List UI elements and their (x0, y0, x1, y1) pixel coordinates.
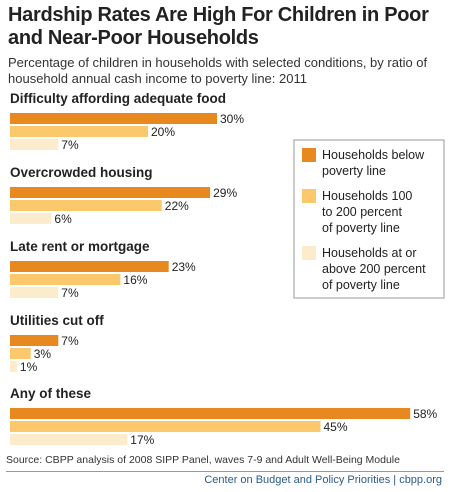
bar-late-rent-or-mortgage-series-3 (10, 287, 59, 298)
bar-overcrowded-housing-series-3 (10, 213, 52, 224)
chart-title: Hardship Rates Are High For Children in … (8, 4, 429, 49)
bar-utilities-cut-off-series-3 (10, 361, 17, 372)
category-label-any-of-these: Any of these (10, 386, 92, 401)
bar-any-of-these-series-3 (10, 434, 128, 445)
value-label-any-of-these-series-1: 58% (413, 407, 437, 421)
legend-label-series-2: Households 100 to 200 percent of poverty l… (322, 189, 412, 235)
bar-any-of-these-series-2 (10, 421, 321, 432)
value-label-utilities-cut-off-series-3: 1% (20, 360, 38, 374)
value-label-utilities-cut-off-series-2: 3% (34, 347, 52, 361)
value-label-difficulty-affording-adequate-food-series-1: 30% (220, 112, 244, 126)
bar-utilities-cut-off-series-2 (10, 348, 31, 359)
value-label-utilities-cut-off-series-1: 7% (61, 334, 79, 348)
credit-line: Center on Budget and Policy Priorities |… (204, 474, 442, 486)
bar-difficulty-affording-adequate-food-series-1 (10, 113, 217, 124)
bar-overcrowded-housing-series-1 (10, 187, 211, 198)
bar-difficulty-affording-adequate-food-series-3 (10, 139, 59, 150)
bar-overcrowded-housing-series-2 (10, 200, 162, 211)
value-label-late-rent-or-mortgage-series-1: 23% (172, 260, 196, 274)
value-label-any-of-these-series-2: 45% (324, 420, 348, 434)
value-label-overcrowded-housing-series-3: 6% (54, 212, 72, 226)
value-label-overcrowded-housing-series-1: 29% (213, 186, 237, 200)
legend-label-series-3: Households at or above 200 percent of pove… (322, 246, 426, 292)
bar-any-of-these-series-1 (10, 408, 411, 419)
category-label-overcrowded-housing: Overcrowded housing (10, 165, 153, 180)
value-label-overcrowded-housing-series-2: 22% (165, 199, 189, 213)
bar-utilities-cut-off-series-1 (10, 335, 59, 346)
category-label-utilities-cut-off: Utilities cut off (10, 313, 104, 328)
bar-late-rent-or-mortgage-series-2 (10, 274, 121, 285)
chart-subtitle: Percentage of children in households wit… (8, 55, 428, 86)
value-label-any-of-these-series-3: 17% (130, 433, 154, 447)
bar-late-rent-or-mortgage-series-1 (10, 261, 169, 272)
value-label-late-rent-or-mortgage-series-2: 16% (123, 273, 147, 287)
value-label-difficulty-affording-adequate-food-series-2: 20% (151, 125, 175, 139)
category-label-late-rent-or-mortgage: Late rent or mortgage (10, 239, 150, 254)
legend-swatch-series-2 (302, 189, 316, 203)
legend-swatch-series-1 (302, 148, 316, 162)
value-label-late-rent-or-mortgage-series-3: 7% (61, 286, 79, 300)
source-note: Source: CBPP analysis of 2008 SIPP Panel… (6, 454, 400, 466)
value-label-difficulty-affording-adequate-food-series-3: 7% (61, 138, 79, 152)
legend-box (293, 139, 445, 299)
category-label-difficulty-affording-adequate-food: Difficulty affording adequate food (10, 91, 226, 106)
legend-label-series-1: Households below poverty line (322, 148, 425, 178)
footer-divider (6, 471, 444, 472)
legend-swatch-series-3 (302, 246, 316, 260)
bar-difficulty-affording-adequate-food-series-2 (10, 126, 148, 137)
